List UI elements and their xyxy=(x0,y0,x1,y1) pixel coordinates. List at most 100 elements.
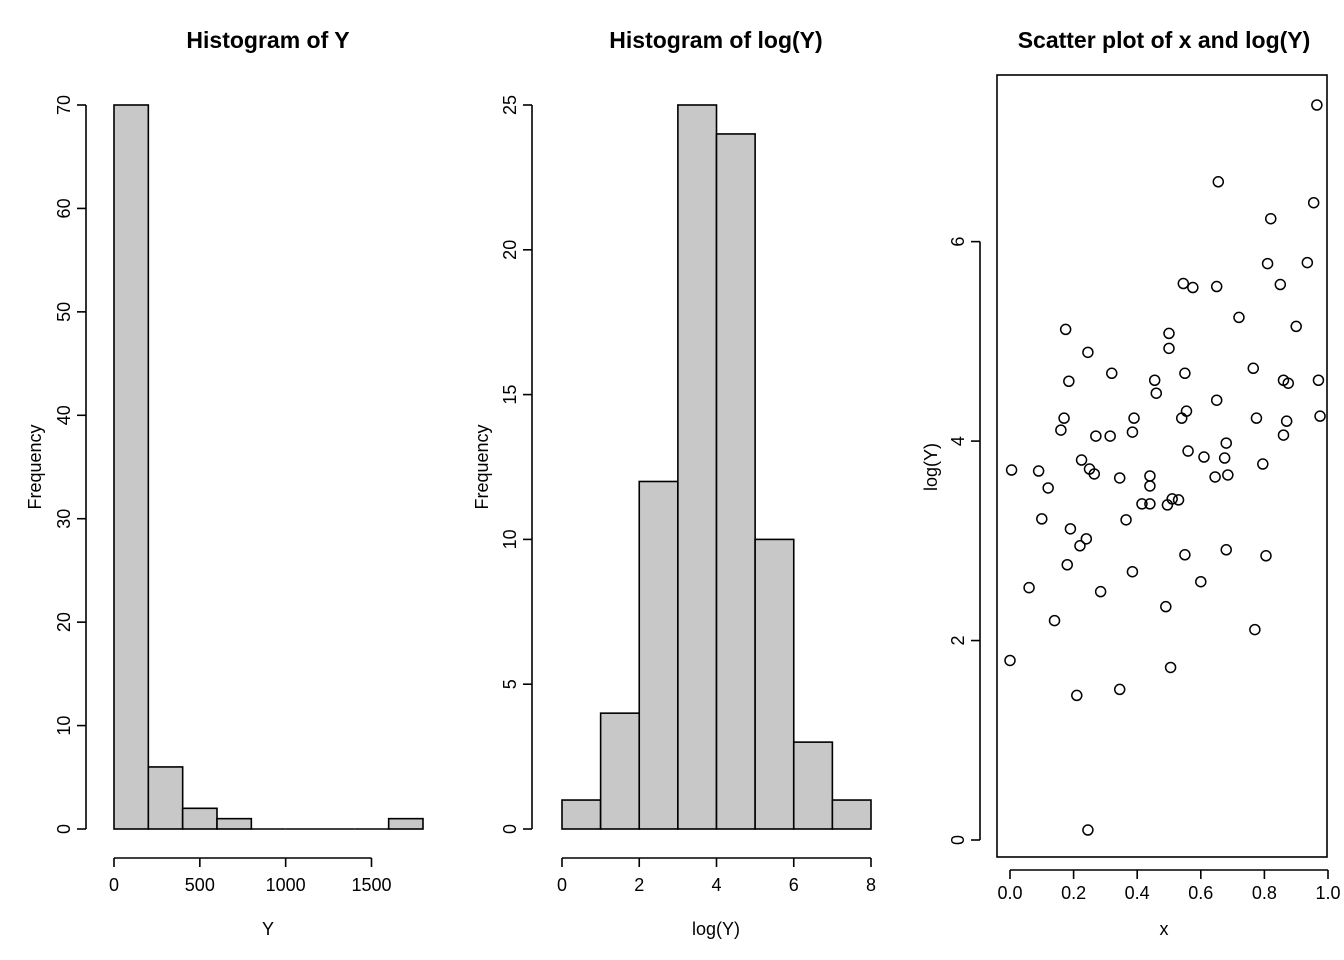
scatter-point xyxy=(1144,470,1156,482)
scatter-point xyxy=(1260,550,1272,562)
scatter-point xyxy=(1247,362,1260,375)
scatter-point xyxy=(1061,558,1073,571)
histogram-bar xyxy=(754,538,795,830)
scatter-point xyxy=(1080,533,1093,545)
scatter-point xyxy=(1120,514,1132,526)
x-axis-label: log(Y) xyxy=(692,919,740,939)
scatter-point xyxy=(1126,565,1139,578)
scatter-point xyxy=(1063,375,1075,387)
histogram-bar xyxy=(387,817,424,830)
y-tick-label: 10 xyxy=(54,716,74,736)
scatter-point xyxy=(1023,581,1035,594)
scatter-point xyxy=(1301,256,1314,269)
x-tick-label: 1.0 xyxy=(1315,883,1340,903)
histogram-bar xyxy=(561,799,602,830)
y-tick-label: 10 xyxy=(500,529,520,549)
scatter-point xyxy=(1290,320,1302,333)
scatter-point xyxy=(1032,465,1045,477)
scatter-point xyxy=(1179,367,1191,380)
scatter-point xyxy=(1280,415,1293,427)
x-tick-label: 1000 xyxy=(266,875,306,895)
scatter-point xyxy=(1082,824,1094,836)
scatter-point xyxy=(1082,346,1094,359)
scatter-point xyxy=(1261,257,1274,270)
x-tick-label: 0 xyxy=(557,875,567,895)
scatter-point xyxy=(1274,278,1287,291)
scatter-point xyxy=(1195,575,1207,588)
scatter-point xyxy=(1282,377,1294,389)
scatter-point xyxy=(1150,387,1163,399)
scatter-point xyxy=(1113,683,1126,696)
scatter-point xyxy=(1104,430,1116,442)
panel-scatter: Scatter plot of x and log(Y) x log(Y) 0.… xyxy=(921,27,1341,939)
scatter-point xyxy=(1005,464,1018,476)
x-tick-label: 6 xyxy=(789,875,799,895)
histogram-bar xyxy=(113,104,150,830)
scatter-point xyxy=(1222,469,1234,481)
x-axis-label: Y xyxy=(262,919,274,939)
histogram-bar xyxy=(792,741,834,830)
scatter-point xyxy=(1055,424,1067,436)
y-tick-label: 20 xyxy=(54,612,74,632)
histogram-bar xyxy=(831,799,872,830)
scatter-point xyxy=(1312,374,1325,387)
scatter-point xyxy=(1182,445,1194,457)
scatter-point xyxy=(1307,196,1320,209)
scatter-point xyxy=(1160,600,1172,613)
scatter-point xyxy=(1314,410,1326,422)
scatter-point xyxy=(1048,614,1061,627)
scatter-point xyxy=(1175,412,1188,424)
scatter-point xyxy=(1164,661,1177,674)
scatter-point xyxy=(1144,498,1156,510)
x-tick-label: 0.0 xyxy=(997,883,1022,903)
scatter-point xyxy=(1210,394,1223,406)
y-tick-label: 0 xyxy=(54,824,74,834)
scatter-point xyxy=(1128,412,1140,424)
x-tick-label: 0 xyxy=(109,875,119,895)
histogram-bar xyxy=(599,712,641,830)
scatter-point xyxy=(1148,374,1161,387)
y-tick-label: 4 xyxy=(948,436,968,446)
scatter-point xyxy=(1212,176,1225,188)
scatter-point xyxy=(1088,468,1101,480)
scatter-point xyxy=(1163,327,1175,340)
scatter-point xyxy=(1311,99,1323,111)
x-tick-label: 500 xyxy=(185,875,215,895)
scatter-point xyxy=(1177,277,1190,290)
scatter-point xyxy=(1218,452,1231,464)
scatter-point xyxy=(1113,472,1126,484)
y-tick-label: 25 xyxy=(500,95,520,115)
scatter-point xyxy=(1233,311,1245,324)
y-tick-label: 50 xyxy=(54,302,74,322)
scatter-point xyxy=(1220,437,1232,449)
scatter-point xyxy=(1250,412,1263,424)
x-tick-label: 0.8 xyxy=(1252,883,1277,903)
x-tick-label: 0.6 xyxy=(1188,883,1213,903)
scatter-point xyxy=(1172,494,1185,506)
y-tick-label: 15 xyxy=(500,385,520,405)
y-tick-label: 0 xyxy=(500,824,520,834)
scatter-point xyxy=(1090,430,1102,442)
y-tick-label: 5 xyxy=(500,679,520,689)
histogram-bar xyxy=(638,480,679,830)
x-tick-label: 1500 xyxy=(351,875,391,895)
y-tick-label: 70 xyxy=(54,95,74,115)
y-axis-label: log(Y) xyxy=(921,443,941,491)
y-tick-label: 20 xyxy=(500,240,520,260)
scatter-point xyxy=(1163,342,1175,355)
x-tick-label: 8 xyxy=(866,875,876,895)
y-tick-label: 40 xyxy=(54,405,74,425)
y-tick-label: 60 xyxy=(54,198,74,218)
scatter-point xyxy=(1220,544,1232,556)
x-tick-label: 0.4 xyxy=(1125,883,1150,903)
scatter-point xyxy=(1004,654,1016,667)
panel-histogram-logy: Histogram of log(Y) log(Y) Frequency 0 2 4… xyxy=(472,27,876,939)
y-tick-label: 0 xyxy=(948,835,968,845)
y-tick-label: 6 xyxy=(948,237,968,247)
x-axis-label: x xyxy=(1160,919,1169,939)
scatter-point xyxy=(1071,689,1083,702)
y-axis-label: Frequency xyxy=(472,424,492,509)
scatter-point xyxy=(1106,367,1118,380)
scatter-point xyxy=(1166,493,1178,505)
